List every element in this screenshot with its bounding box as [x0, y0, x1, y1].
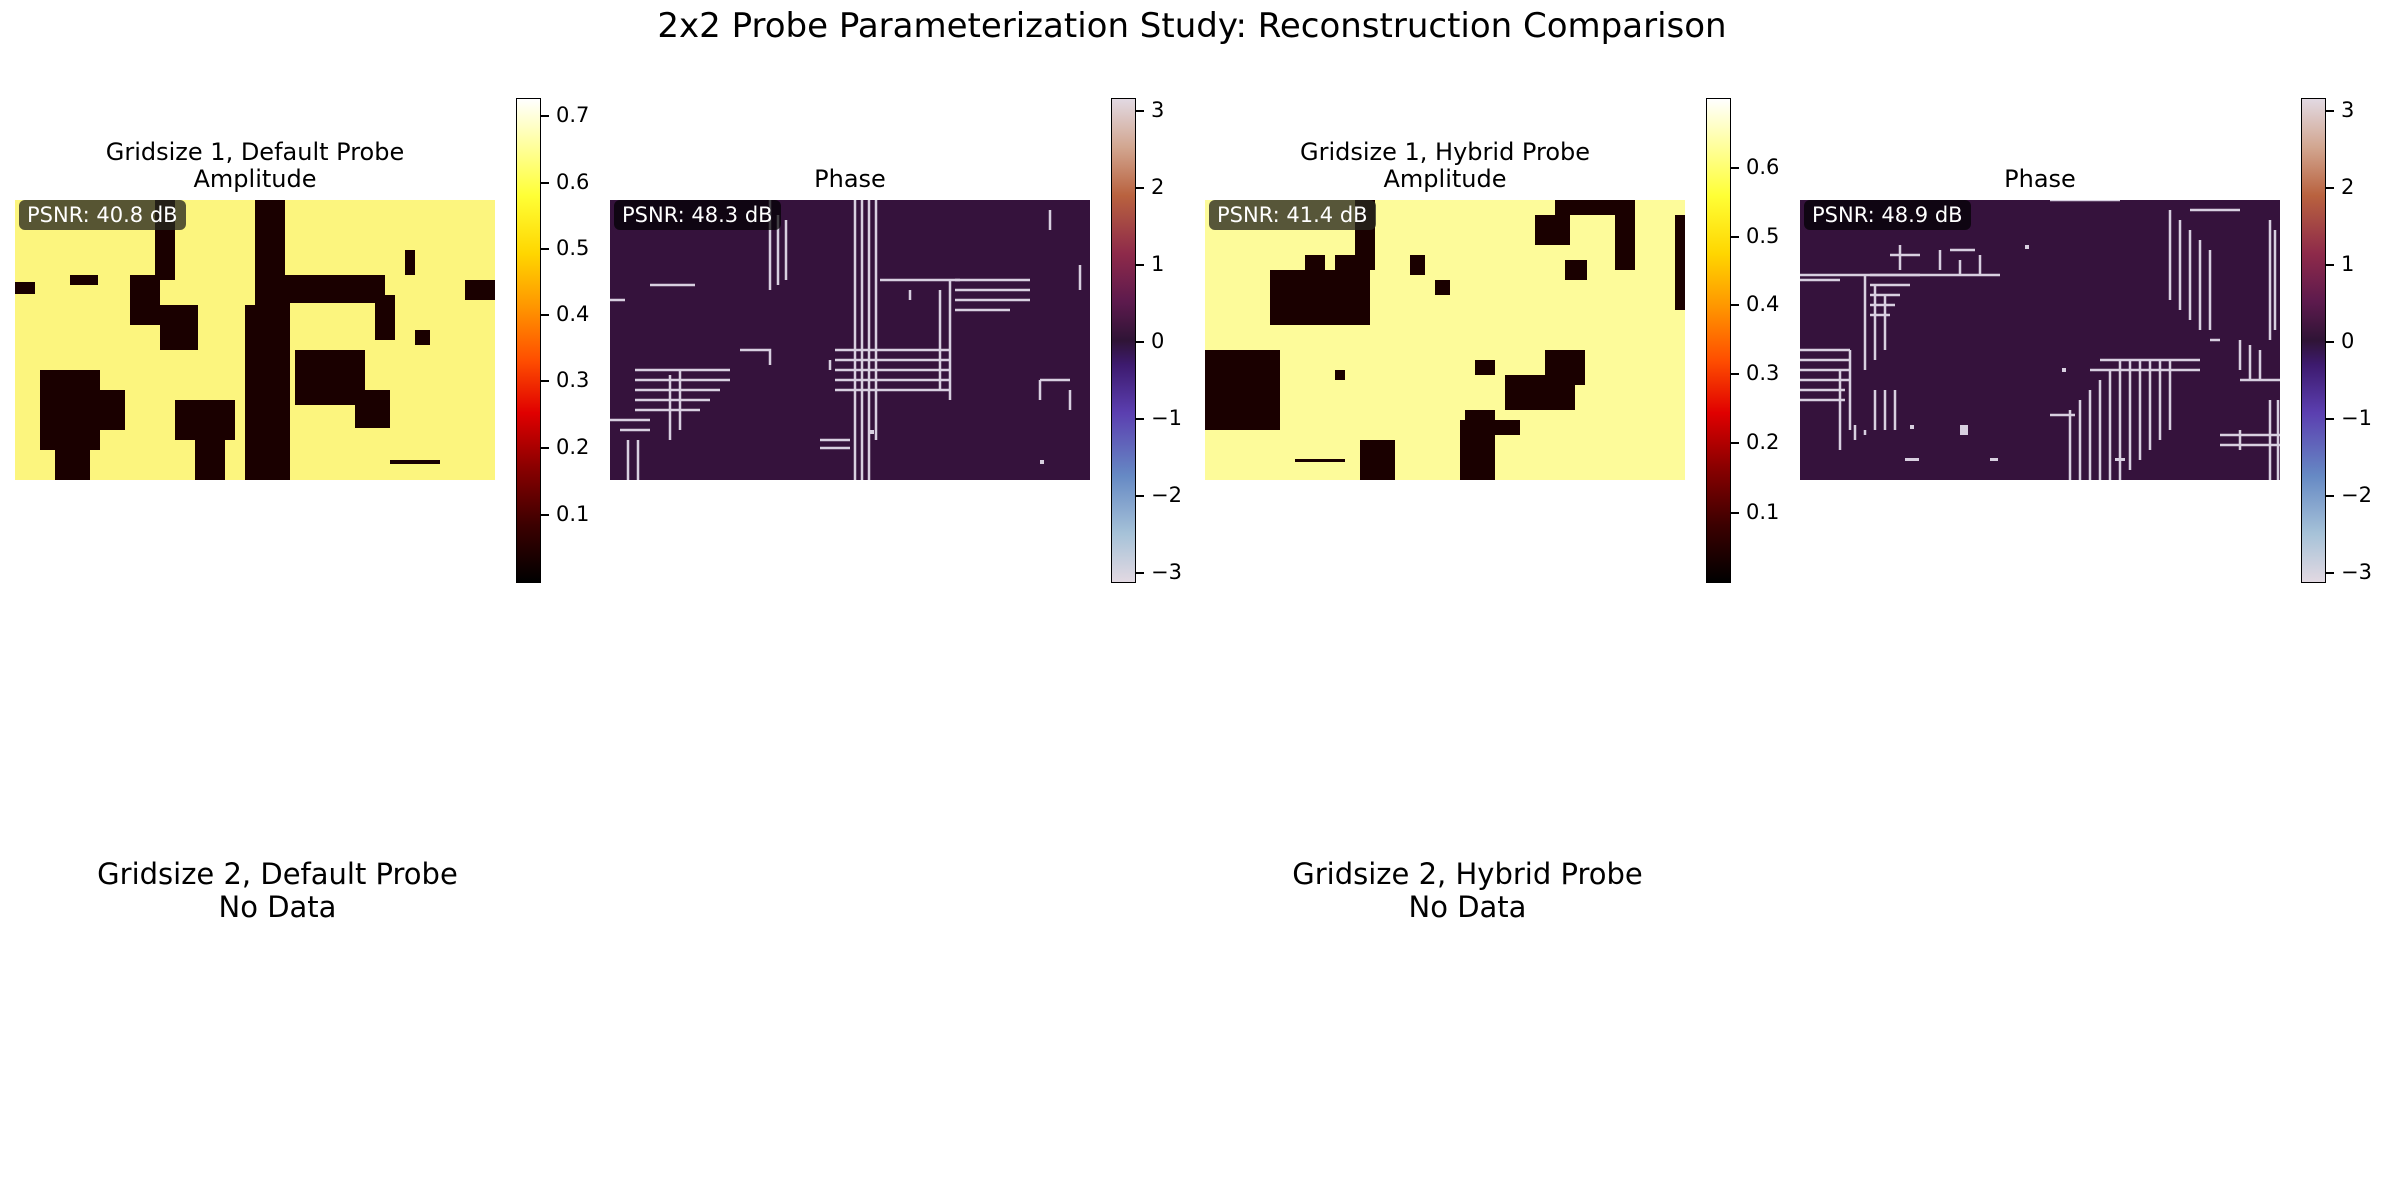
panel-title-line2: Amplitude: [1383, 165, 1507, 193]
colorbar-tick-label: 0.6: [1746, 155, 1780, 179]
colorbar-ticks-default-amplitude: 0.7 0.6 0.5 0.4 0.3 0.2 0.1: [541, 98, 601, 583]
colorbar-tick-label: −1: [2341, 406, 2372, 430]
panel-title-line1: Gridsize 1, Hybrid Probe: [1299, 138, 1590, 166]
colorbar-tick-label: −3: [1151, 560, 1182, 584]
colorbar-tick: [1731, 304, 1739, 306]
colorbar-tick: [2326, 572, 2334, 574]
colorbar-tick: [2326, 418, 2334, 420]
panel-title-hybrid-amplitude: Gridsize 1, Hybrid Probe Amplitude: [1205, 139, 1685, 193]
colorbar-tick-label: 0: [1151, 329, 1165, 353]
colorbar-tick: [541, 447, 549, 449]
figure-title: 2x2 Probe Parameterization Study: Recons…: [657, 6, 1727, 46]
no-data-title: Gridsize 2, Hybrid Probe: [1292, 857, 1643, 891]
colorbar-tick-label: 1: [1151, 252, 1165, 276]
colorbar-tick: [2326, 110, 2334, 112]
colorbar-tick: [541, 248, 549, 250]
amplitude-image-hybrid: [1205, 200, 1685, 480]
colorbar-hybrid-phase: [2301, 98, 2326, 583]
amplitude-image-default: [15, 200, 495, 480]
colorbar-tick: [1731, 236, 1739, 238]
panel-title-line2: Amplitude: [193, 165, 317, 193]
amplitude-map-hybrid: [1205, 200, 1685, 480]
colorbar-tick: [2326, 495, 2334, 497]
colorbar-tick: [1731, 512, 1739, 514]
colorbar-tick: [541, 514, 549, 516]
colorbar-ticks-hybrid-amplitude: 0.6 0.5 0.4 0.3 0.2 0.1: [1731, 98, 1791, 583]
colorbar-tick-label: 0.5: [1746, 224, 1780, 248]
colorbar-tick-label: 0.2: [556, 435, 590, 459]
colorbar-tick: [2326, 341, 2334, 343]
colorbar-default-amplitude: [516, 98, 541, 583]
no-data-gridsize2-default: Gridsize 2, Default Probe No Data: [0, 858, 555, 924]
colorbar-tick: [1136, 341, 1144, 343]
colorbar-tick: [1731, 373, 1739, 375]
colorbar-tick-label: 0.5: [556, 236, 590, 260]
colorbar-tick: [1136, 418, 1144, 420]
colorbar-tick-label: −2: [1151, 483, 1182, 507]
phase-image-default: [610, 200, 1090, 480]
colorbar-tick-label: 0.4: [1746, 292, 1780, 316]
colorbar-tick: [1731, 442, 1739, 444]
panel-title-line1: Gridsize 1, Default Probe: [105, 138, 405, 166]
colorbar-tick: [541, 115, 549, 117]
colorbar-tick: [2326, 264, 2334, 266]
psnr-annotation-default-phase: PSNR: 48.3 dB: [614, 200, 781, 230]
colorbar-tick-label: 0.4: [556, 302, 590, 326]
colorbar-tick-label: 0.6: [556, 170, 590, 194]
colorbar-tick: [541, 182, 549, 184]
colorbar-tick-label: 0.1: [1746, 500, 1780, 524]
colorbar-tick-label: 3: [2341, 98, 2355, 122]
colorbar-tick-label: −2: [2341, 483, 2372, 507]
phase-map-hybrid: [1800, 200, 2280, 480]
colorbar-tick: [2326, 187, 2334, 189]
colorbar-tick-label: −3: [2341, 560, 2372, 584]
phase-image-hybrid: [1800, 200, 2280, 480]
panel-title-hybrid-phase: Phase: [2004, 165, 2076, 193]
no-data-label: No Data: [218, 890, 337, 924]
psnr-annotation-default-amplitude: PSNR: 40.8 dB: [19, 200, 186, 230]
colorbar-tick-label: 0.7: [556, 103, 590, 127]
phase-map-default: [610, 200, 1082, 480]
colorbar-tick: [1136, 187, 1144, 189]
no-data-gridsize2-hybrid: Gridsize 2, Hybrid Probe No Data: [1190, 858, 1745, 924]
psnr-annotation-hybrid-amplitude: PSNR: 41.4 dB: [1209, 200, 1376, 230]
panel-title-default-amplitude: Gridsize 1, Default Probe Amplitude: [15, 139, 495, 193]
colorbar-tick-label: 0: [2341, 329, 2355, 353]
colorbar-tick: [1731, 167, 1739, 169]
colorbar-default-phase: [1111, 98, 1136, 583]
panel-title-default-phase: Phase: [814, 165, 886, 193]
colorbar-tick-label: 3: [1151, 98, 1165, 122]
colorbar-tick: [1136, 264, 1144, 266]
colorbar-tick: [1136, 572, 1144, 574]
colorbar-tick: [1136, 495, 1144, 497]
colorbar-ticks-hybrid-phase: 3 2 1 0 −1 −2 −3: [2326, 98, 2384, 583]
colorbar-hybrid-amplitude: [1706, 98, 1731, 583]
colorbar-tick-label: 2: [2341, 175, 2355, 199]
colorbar-tick-label: 0.2: [1746, 430, 1780, 454]
colorbar-tick-label: 0.3: [556, 368, 590, 392]
colorbar-ticks-default-phase: 3 2 1 0 −1 −2 −3: [1136, 98, 1196, 583]
no-data-label: No Data: [1408, 890, 1527, 924]
colorbar-tick: [1136, 110, 1144, 112]
colorbar-tick-label: −1: [1151, 406, 1182, 430]
no-data-title: Gridsize 2, Default Probe: [97, 857, 458, 891]
colorbar-tick: [541, 380, 549, 382]
colorbar-tick-label: 2: [1151, 175, 1165, 199]
colorbar-tick-label: 0.3: [1746, 361, 1780, 385]
colorbar-tick-label: 1: [2341, 252, 2355, 276]
colorbar-tick: [541, 314, 549, 316]
amplitude-map-default: [15, 200, 495, 480]
colorbar-tick-label: 0.1: [556, 502, 590, 526]
psnr-annotation-hybrid-phase: PSNR: 48.9 dB: [1804, 200, 1971, 230]
